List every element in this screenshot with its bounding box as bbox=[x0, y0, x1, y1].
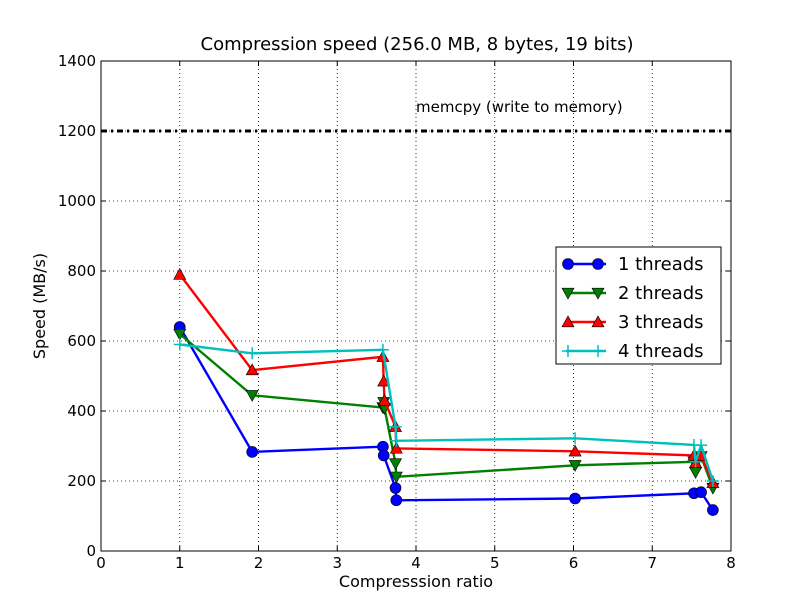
x-tick-label: 6 bbox=[569, 554, 579, 572]
data-point bbox=[695, 486, 707, 499]
x-tick-label: 0 bbox=[96, 554, 106, 572]
legend-label: 1 threads bbox=[618, 254, 704, 275]
x-tick-label: 8 bbox=[726, 554, 736, 572]
x-tick-label: 7 bbox=[647, 554, 657, 572]
x-tick-label: 5 bbox=[490, 554, 500, 572]
legend-marker bbox=[562, 345, 574, 357]
y-tick-label: 400 bbox=[67, 402, 96, 420]
series-line bbox=[179, 343, 715, 482]
y-tick-label: 600 bbox=[67, 332, 96, 350]
legend-label: 3 threads bbox=[618, 312, 704, 333]
x-tick-label: 3 bbox=[332, 554, 342, 572]
data-point bbox=[706, 475, 719, 487]
legend-item: 2 threads bbox=[561, 283, 704, 304]
data-point bbox=[568, 444, 582, 457]
series-4 bbox=[173, 338, 719, 487]
data-point bbox=[246, 446, 258, 458]
data-point bbox=[389, 420, 402, 433]
legend-marker bbox=[592, 258, 604, 270]
series-1 bbox=[173, 321, 719, 516]
y-tick-label: 0 bbox=[86, 542, 96, 560]
data-point bbox=[389, 482, 402, 494]
x-tick-label: 4 bbox=[411, 554, 421, 572]
legend: 1 threads 2 threads 3 threads 4 threads bbox=[555, 246, 722, 365]
y-tick-label: 200 bbox=[67, 472, 96, 490]
data-point bbox=[377, 374, 391, 387]
axis-ticks: 0 1 2 3 4 5 6 7 8 0 200 400 600 800 1000 1200 1400 bbox=[58, 52, 736, 572]
data-point bbox=[390, 434, 403, 447]
data-point bbox=[173, 338, 186, 351]
legend-marker bbox=[562, 258, 574, 270]
data-point bbox=[389, 441, 403, 454]
data-point bbox=[377, 393, 392, 406]
data-point bbox=[389, 471, 403, 484]
data-point bbox=[245, 390, 259, 402]
x-axis-label: Compresssion ratio bbox=[339, 572, 493, 591]
data-point bbox=[568, 460, 582, 472]
legend-label: 4 threads bbox=[618, 341, 704, 362]
x-tick-label: 2 bbox=[254, 554, 264, 572]
x-tick-label: 1 bbox=[175, 554, 185, 572]
legend-item: 3 threads bbox=[561, 312, 704, 333]
legend-box bbox=[555, 246, 722, 365]
legend-marker bbox=[561, 287, 575, 300]
y-tick-label: 1400 bbox=[58, 52, 96, 70]
data-point bbox=[569, 432, 582, 445]
legend-item: 4 threads bbox=[562, 341, 704, 362]
data-point bbox=[569, 492, 581, 505]
legend-marker bbox=[591, 315, 605, 328]
data-point bbox=[389, 458, 403, 471]
legend-marker bbox=[591, 287, 605, 300]
y-axis-label: Speed (MB/s) bbox=[30, 253, 49, 359]
data-point bbox=[377, 449, 390, 462]
data-point bbox=[245, 363, 259, 376]
chart-title: Compression speed (256.0 MB, 8 bytes, 19… bbox=[201, 34, 634, 55]
data-point bbox=[390, 494, 403, 507]
y-tick-label: 1000 bbox=[58, 192, 96, 210]
reference-line-group: memcpy (write to memory) bbox=[101, 98, 731, 133]
legend-item: 1 threads bbox=[562, 254, 704, 275]
data-point bbox=[173, 267, 187, 280]
legend-marker bbox=[592, 345, 604, 357]
reference-line-label: memcpy (write to memory) bbox=[416, 98, 623, 116]
data-point bbox=[695, 439, 708, 452]
legend-marker bbox=[561, 315, 575, 328]
data-point bbox=[376, 343, 389, 356]
data-point bbox=[246, 347, 259, 360]
series-group bbox=[173, 267, 720, 516]
data-point bbox=[707, 504, 719, 516]
y-tick-label: 800 bbox=[67, 262, 96, 280]
data-point bbox=[689, 455, 702, 468]
legend-label: 2 threads bbox=[618, 283, 704, 304]
y-tick-label: 1200 bbox=[58, 122, 96, 140]
data-point bbox=[173, 328, 187, 341]
